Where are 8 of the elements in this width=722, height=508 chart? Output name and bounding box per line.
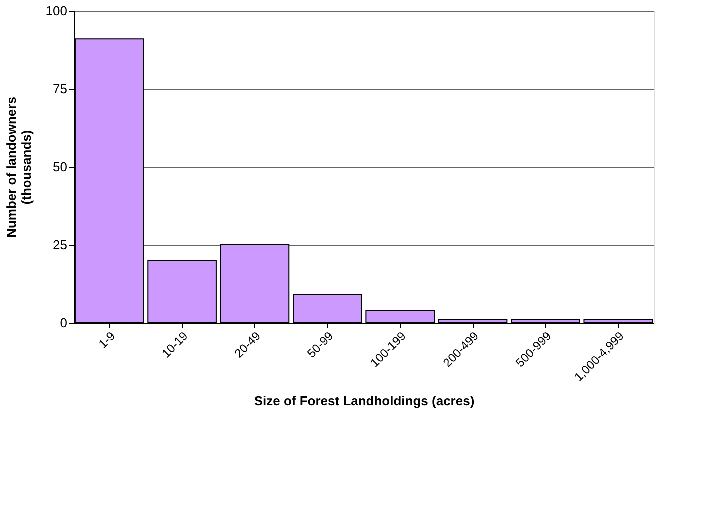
y-axis-title: Number of landowners (thousands) <box>4 97 34 238</box>
y-tick-label: 75 <box>53 82 68 96</box>
x-tick-label: 1-9 <box>96 328 118 352</box>
y-tick-label: 50 <box>53 160 68 174</box>
y-tick-label: 0 <box>60 316 68 330</box>
x-axis-title: Size of Forest Landholdings (acres) <box>254 394 475 409</box>
y-tick-label: 25 <box>53 238 68 252</box>
y-tick-label: 100 <box>46 4 68 18</box>
